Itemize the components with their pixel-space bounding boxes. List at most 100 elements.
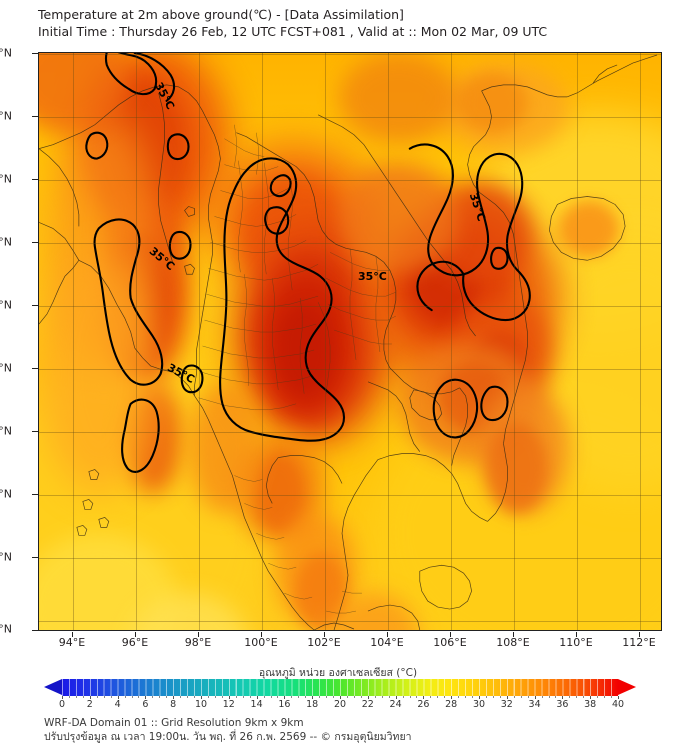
colorbar-minor-tick bbox=[485, 696, 487, 698]
colorbar-minor-tick bbox=[326, 696, 328, 698]
colorbar-tick-label: 12 bbox=[222, 699, 235, 710]
colorbar-minor-tick bbox=[402, 696, 404, 698]
colorbar-tick-label: 18 bbox=[306, 699, 319, 710]
title-line-2: Initial Time : Thursday 26 Feb, 12 UTC F… bbox=[38, 24, 548, 39]
colorbar-tick bbox=[89, 696, 91, 699]
colorbar-minor-tick bbox=[555, 696, 557, 698]
colorbar-tick-label: 6 bbox=[142, 699, 149, 710]
colorbar-tick-label: 2 bbox=[86, 699, 93, 710]
colorbar-tick bbox=[256, 696, 258, 699]
colorbar-minor-tick bbox=[214, 696, 216, 698]
colorbar-minor-tick bbox=[527, 696, 529, 698]
colorbar-tick bbox=[479, 696, 480, 699]
y-tick-label: 14°N bbox=[0, 298, 12, 312]
colorbar-tick-label: 0 bbox=[58, 699, 66, 710]
colorbar-minor-tick bbox=[159, 696, 161, 698]
colorbar-tick-label: 22 bbox=[361, 699, 374, 710]
colorbar-minor-tick bbox=[597, 696, 599, 698]
colorbar-minor-tick bbox=[583, 696, 585, 698]
colorbar-title: อุณหภูมิ หน่วย องศาเซลเซียส (°C) bbox=[258, 667, 418, 679]
colorbar-minor-tick bbox=[444, 696, 446, 698]
colorbar-minor-tick bbox=[499, 696, 501, 698]
colorbar-minor-tick bbox=[242, 696, 244, 698]
x-tick-label: 110°E bbox=[559, 636, 593, 649]
x-tick-label: 106°E bbox=[433, 636, 467, 649]
colorbar-minor-tick bbox=[187, 696, 189, 698]
colorbar-minor-tick bbox=[333, 696, 335, 698]
colorbar-minor-tick bbox=[75, 696, 77, 698]
colorbar-minor-tick bbox=[430, 696, 432, 698]
colorbar-tick bbox=[618, 696, 619, 699]
colorbar-minor-tick bbox=[68, 696, 70, 698]
colorbar-tick bbox=[506, 696, 508, 699]
colorbar-minor-tick bbox=[291, 696, 293, 698]
colorbar-extend-high-arrow bbox=[618, 679, 636, 695]
colorbar-tick-label: 32 bbox=[500, 699, 513, 710]
colorbar-tick-label: 8 bbox=[170, 699, 177, 710]
colorbar-tick bbox=[312, 696, 314, 699]
y-tick-label: 10°N bbox=[0, 424, 12, 438]
colorbar-tick bbox=[562, 696, 564, 699]
temperature-map-plot[interactable]: 35°C 35°C 35°C 35°C 35°C bbox=[38, 52, 662, 631]
colorbar-minor-tick bbox=[492, 696, 494, 698]
colorbar-tick-label: 30 bbox=[472, 699, 486, 710]
colorbar-tick bbox=[284, 696, 286, 699]
y-tick-label: 22°N bbox=[0, 46, 12, 60]
colorbar-minor-tick bbox=[277, 696, 279, 698]
colorbar-tick bbox=[173, 696, 175, 699]
colorbar-minor-tick bbox=[124, 696, 126, 698]
colorbar-minor-tick bbox=[96, 696, 98, 698]
x-tick-label: 98°E bbox=[184, 636, 212, 649]
colorbar-tick-label: 10 bbox=[194, 699, 208, 710]
colorbar-gradient bbox=[62, 679, 618, 696]
colorbar-minor-tick bbox=[513, 696, 515, 698]
colorbar-tick bbox=[423, 696, 425, 699]
colorbar-tick bbox=[395, 696, 397, 699]
colorbar-minor-tick bbox=[353, 696, 355, 698]
colorbar-minor-tick bbox=[103, 696, 105, 698]
colorbar-minor-tick bbox=[541, 696, 543, 698]
colorbar-minor-tick bbox=[305, 696, 307, 698]
colorbar-tick-label: 36 bbox=[556, 699, 569, 710]
colorbar-minor-tick bbox=[472, 696, 474, 698]
x-tick-label: 94°E bbox=[58, 636, 86, 649]
footer-line-1: WRF-DA Domain 01 :: Grid Resolution 9km … bbox=[44, 717, 304, 729]
colorbar-minor-tick bbox=[388, 696, 390, 698]
colorbar-minor-tick bbox=[263, 696, 265, 698]
colorbar-minor-tick bbox=[82, 696, 84, 698]
colorbar-tick-label: 38 bbox=[584, 699, 597, 710]
map-graticule bbox=[39, 53, 661, 630]
colorbar-tick bbox=[62, 696, 63, 699]
colorbar-minor-tick bbox=[360, 696, 362, 698]
colorbar-minor-tick bbox=[437, 696, 439, 698]
colorbar-minor-tick bbox=[207, 696, 209, 698]
colorbar-tick bbox=[534, 696, 536, 699]
y-tick-label: 20°N bbox=[0, 109, 12, 123]
y-tick-label: 18°N bbox=[0, 172, 12, 186]
footer-credits: WRF-DA Domain 01 :: Grid Resolution 9km … bbox=[44, 716, 644, 744]
colorbar-minor-tick bbox=[465, 696, 467, 698]
colorbar-minor-tick bbox=[548, 696, 550, 698]
colorbar-tick bbox=[201, 696, 202, 699]
colorbar-tick bbox=[228, 696, 230, 699]
x-tick-label: 104°E bbox=[370, 636, 404, 649]
colorbar-minor-tick bbox=[152, 696, 154, 698]
y-tick-label: 6°N bbox=[0, 550, 12, 564]
colorbar[interactable]: 0 2 4 6 8 10 12 14 16 18 20 22 24 26 28 30 32 34 36 38 40 bbox=[44, 679, 636, 710]
contour-label-4: 35°C bbox=[358, 270, 387, 283]
colorbar-tick-label: 34 bbox=[528, 699, 541, 710]
chart-title-block: Temperature at 2m above ground(℃) - [Dat… bbox=[38, 6, 658, 40]
x-tick-label: 96°E bbox=[121, 636, 149, 649]
colorbar-minor-tick bbox=[270, 696, 272, 698]
colorbar-tick-label: 28 bbox=[445, 699, 458, 710]
colorbar-tick-label: 20 bbox=[333, 699, 347, 710]
colorbar-minor-tick bbox=[110, 696, 112, 698]
colorbar-minor-tick bbox=[319, 696, 321, 698]
colorbar-minor-tick bbox=[576, 696, 578, 698]
y-tick-label: 4°N bbox=[0, 622, 12, 636]
colorbar-tick-label: 24 bbox=[389, 699, 402, 710]
colorbar-minor-tick bbox=[416, 696, 418, 698]
colorbar-tick-label: 26 bbox=[417, 699, 430, 710]
colorbar-tick-label: 14 bbox=[250, 699, 263, 710]
colorbar-minor-tick bbox=[520, 696, 522, 698]
